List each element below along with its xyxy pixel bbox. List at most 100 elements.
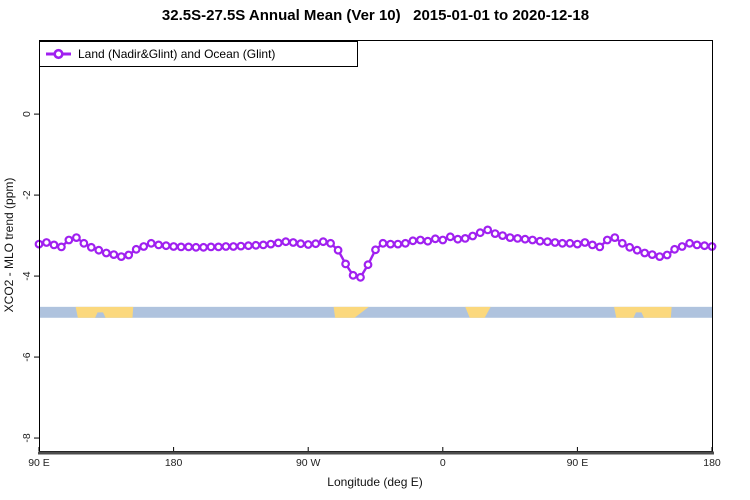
data-point [655,252,665,262]
data-point [550,238,560,247]
data-point [146,238,156,248]
data-point [460,233,470,243]
ocean-band-segment [39,306,712,318]
data-point [109,250,119,260]
ocean-notch-icon [633,312,644,318]
data-point [94,245,104,255]
data-point [386,239,395,249]
data-point [57,242,66,252]
x-tick-label: 90 E [567,457,589,469]
land-segment-australia [75,306,134,318]
data-point [214,242,223,252]
data-point [685,238,694,248]
data-point [266,239,276,249]
data-point [423,236,433,246]
data-point [64,235,74,245]
data-point [288,238,298,247]
data-point [371,245,380,255]
data-point [176,242,186,252]
data-point [116,252,126,262]
data-point [311,239,321,249]
data-point [348,270,358,280]
axis-ticks: 90 E 180 90 W 0 90 E 180 0 -2 -4 -6 -8 [21,111,721,469]
data-point [528,235,537,245]
data-point [595,242,605,252]
data-point [333,245,343,255]
data-point [677,242,687,251]
legend-box [39,41,358,67]
data-point [154,240,164,250]
data-point [662,250,672,260]
x-axis-title: Longitude (deg E) [327,475,422,489]
data-point [520,234,530,244]
data-point [490,229,500,239]
land-segment-australia-repeat [614,306,672,318]
data-point [86,242,96,252]
data-point [378,238,388,248]
data-point [42,238,51,247]
data-point [543,237,552,247]
land-ocean-band [39,306,712,318]
data-point [408,236,418,246]
data-point [169,242,179,251]
data-point [273,238,283,248]
x-tick-label: 0 [440,457,446,469]
data-point [640,248,650,258]
data-point [221,242,231,251]
data-point [513,233,522,243]
x-tick-label: 90 E [28,457,50,469]
data-point [318,237,328,247]
data-point [475,228,485,238]
data-point [124,250,134,260]
data-point [71,233,81,243]
data-point [625,242,635,252]
data-point [199,242,208,252]
data-point [161,241,171,251]
data-point [236,241,246,251]
data-point [79,238,89,248]
data-point [565,238,575,248]
x-tick-label: 180 [165,457,183,469]
data-point [206,242,216,252]
data-point [580,238,590,247]
data-point [468,231,478,241]
data-point [243,241,253,251]
y-tick-label: 0 [21,111,33,117]
data-point [341,259,351,269]
data-point [356,272,365,282]
data-point [573,239,582,249]
data-point [363,260,373,270]
data-point [281,237,291,247]
data-point [101,248,111,258]
data-point [303,240,313,249]
chart-title: 32.5S-27.5S Annual Mean (Ver 10) 2015-01… [161,7,590,24]
y-tick-label: -4 [21,271,33,280]
land-segment-south-america [333,306,369,318]
y-tick-label: -6 [21,352,33,361]
data-point [692,240,702,250]
y-axis-title: XCO2 - MLO trend (ppm) [2,178,16,313]
data-point [647,250,657,260]
data-point [393,239,403,249]
data-point [558,238,567,248]
data-point [670,244,679,254]
data-point [296,239,306,249]
data-point [483,225,493,235]
data-point [445,232,455,242]
data-series [34,225,717,282]
y-tick-label: -8 [21,433,33,442]
data-point [588,240,597,250]
legend-marker-icon [53,48,64,60]
data-point [401,238,410,248]
ocean-notch-icon [95,312,106,318]
data-point [191,242,201,252]
data-point [430,234,440,244]
data-point [535,236,545,246]
x-tick-label: 90 W [296,457,321,469]
data-point [49,240,59,250]
data-point [416,235,425,245]
data-point [505,233,515,243]
data-point [602,235,612,245]
plot-frame [38,40,714,455]
